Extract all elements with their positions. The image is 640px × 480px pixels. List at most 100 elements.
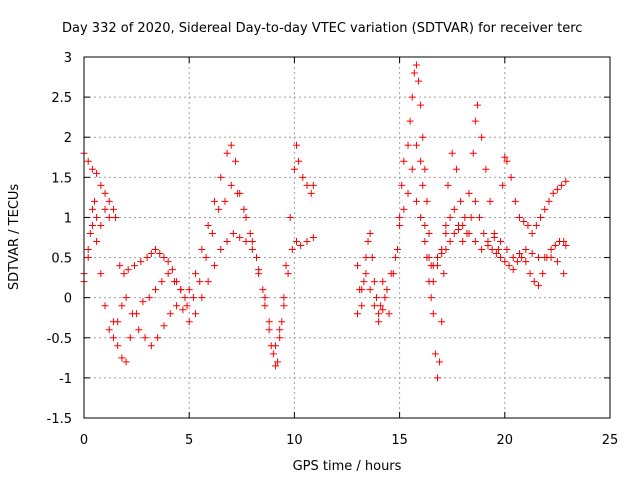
data-point bbox=[286, 213, 294, 221]
data-point bbox=[379, 306, 387, 314]
data-point bbox=[164, 258, 172, 266]
data-point bbox=[448, 149, 456, 157]
data-point bbox=[231, 157, 239, 165]
data-point bbox=[415, 77, 423, 85]
data-point bbox=[234, 189, 242, 197]
data-point bbox=[141, 334, 149, 342]
data-point bbox=[423, 197, 431, 205]
data-point bbox=[436, 358, 444, 366]
data-point bbox=[372, 294, 380, 302]
data-point bbox=[101, 189, 109, 197]
data-point bbox=[370, 302, 378, 310]
data-point bbox=[177, 286, 185, 294]
data-point bbox=[276, 334, 284, 342]
data-point bbox=[246, 229, 254, 237]
data-point bbox=[192, 270, 200, 278]
data-point bbox=[84, 157, 92, 165]
x-tick-label: 25 bbox=[602, 433, 619, 448]
data-point bbox=[562, 242, 570, 250]
data-point bbox=[534, 282, 542, 290]
data-point bbox=[429, 262, 437, 270]
data-point bbox=[204, 278, 212, 286]
data-point bbox=[227, 181, 235, 189]
data-point bbox=[421, 238, 429, 246]
data-point bbox=[461, 213, 469, 221]
data-point bbox=[505, 262, 513, 270]
data-point bbox=[412, 141, 420, 149]
data-point bbox=[473, 101, 481, 109]
data-point bbox=[181, 294, 189, 302]
data-point bbox=[438, 318, 446, 326]
x-tick-label: 5 bbox=[185, 433, 193, 448]
data-point bbox=[122, 294, 130, 302]
data-point bbox=[396, 213, 404, 221]
data-point bbox=[227, 141, 235, 149]
data-point bbox=[223, 238, 231, 246]
data-point bbox=[295, 157, 303, 165]
data-point bbox=[425, 229, 433, 237]
data-point bbox=[541, 205, 549, 213]
data-point bbox=[101, 205, 109, 213]
data-point bbox=[455, 225, 463, 233]
data-point bbox=[168, 266, 176, 274]
data-point bbox=[265, 318, 273, 326]
data-point bbox=[547, 254, 555, 262]
data-point bbox=[459, 238, 467, 246]
data-point bbox=[497, 238, 505, 246]
data-point bbox=[303, 181, 311, 189]
data-point bbox=[433, 254, 441, 262]
x-tick-label: 20 bbox=[497, 433, 514, 448]
data-point bbox=[465, 189, 473, 197]
data-point bbox=[265, 326, 273, 334]
data-point bbox=[417, 101, 425, 109]
data-point bbox=[532, 221, 540, 229]
data-point bbox=[507, 173, 515, 181]
data-point bbox=[147, 342, 155, 350]
data-point bbox=[290, 165, 298, 173]
data-point bbox=[444, 181, 452, 189]
data-point bbox=[274, 358, 282, 366]
data-point bbox=[398, 181, 406, 189]
data-point bbox=[450, 205, 458, 213]
data-point bbox=[143, 254, 151, 262]
data-point bbox=[516, 250, 524, 258]
data-point bbox=[210, 197, 218, 205]
data-point bbox=[242, 238, 250, 246]
data-point bbox=[86, 229, 94, 237]
data-point bbox=[354, 262, 362, 270]
data-point bbox=[360, 278, 368, 286]
data-point bbox=[459, 221, 467, 229]
data-point bbox=[417, 213, 425, 221]
data-point bbox=[242, 213, 250, 221]
data-point bbox=[156, 250, 164, 258]
data-point bbox=[421, 221, 429, 229]
y-tick-label: 0.5 bbox=[51, 252, 72, 267]
data-point bbox=[192, 310, 200, 318]
data-point bbox=[501, 258, 509, 266]
data-point bbox=[385, 310, 393, 318]
x-tick-labels: 0 5 10 15 20 25 bbox=[80, 433, 618, 448]
y-tick-label: -0.5 bbox=[47, 332, 72, 347]
data-point bbox=[248, 246, 256, 254]
data-point bbox=[404, 189, 412, 197]
data-point bbox=[124, 266, 132, 274]
data-point bbox=[497, 254, 505, 262]
data-point bbox=[93, 169, 101, 177]
data-point bbox=[480, 229, 488, 237]
data-point bbox=[97, 270, 105, 278]
data-point bbox=[202, 254, 210, 262]
data-point bbox=[528, 229, 536, 237]
data-point bbox=[364, 238, 372, 246]
data-point bbox=[152, 286, 160, 294]
data-point bbox=[400, 157, 408, 165]
data-point bbox=[126, 334, 134, 342]
data-point bbox=[288, 246, 296, 254]
data-point bbox=[362, 254, 370, 262]
data-point bbox=[122, 358, 130, 366]
data-point bbox=[147, 250, 155, 258]
data-point bbox=[375, 318, 383, 326]
x-axis-title: GPS time / hours bbox=[293, 459, 402, 474]
data-point bbox=[261, 294, 269, 302]
data-point bbox=[185, 318, 193, 326]
